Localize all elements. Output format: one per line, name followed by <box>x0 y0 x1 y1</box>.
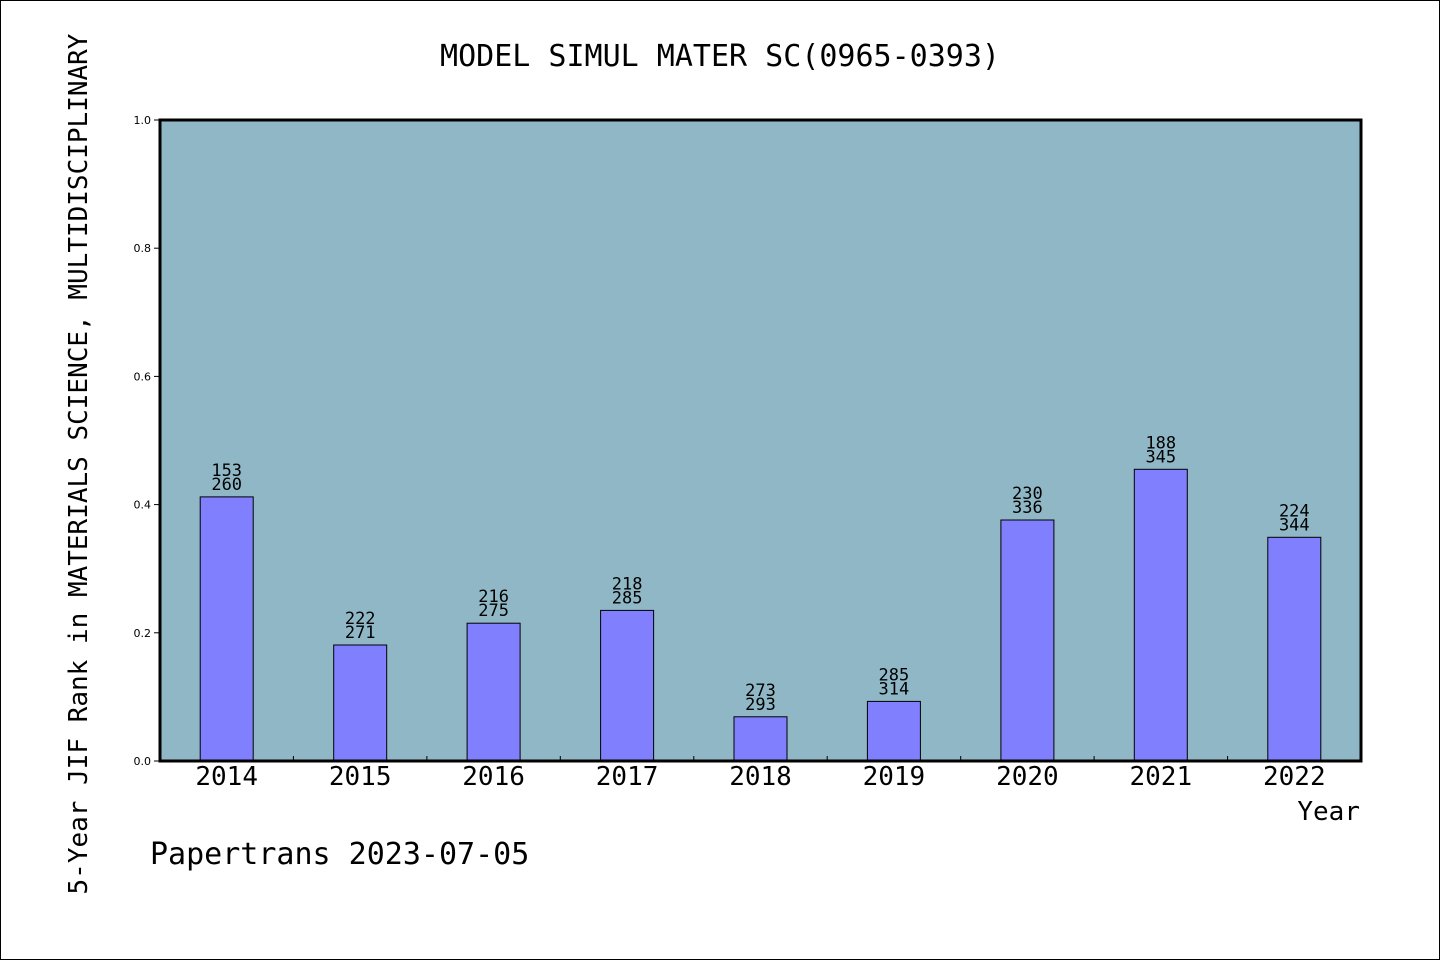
y-tick-label: 0.4 <box>134 499 152 512</box>
bar-2014 <box>199 496 254 762</box>
x-tick-label-2016: 2016 <box>462 762 525 792</box>
bar-label-2018-2: 293 <box>745 695 776 715</box>
y-tick-label: 0.8 <box>134 242 152 255</box>
x-tick-label-2019: 2019 <box>863 762 926 792</box>
bar-2019 <box>866 700 921 762</box>
x-axis-label: Year <box>1297 797 1360 827</box>
bar-label-2015-2: 271 <box>345 623 376 643</box>
bar-2021 <box>1133 468 1188 762</box>
bar-label-2016-1: 216 <box>478 587 509 607</box>
x-tick-label-2021: 2021 <box>1129 762 1192 792</box>
bar-2018 <box>733 716 788 762</box>
bar-label-2015-1: 222 <box>345 609 376 629</box>
x-tick-label-2014: 2014 <box>195 762 258 792</box>
y-axis-label: 5-Year JIF Rank in MATERIALS SCIENCE, MU… <box>64 33 94 894</box>
y-tick-label: 0.2 <box>134 627 152 640</box>
bar-label-2021-2: 345 <box>1145 447 1176 467</box>
x-tick-label-2018: 2018 <box>729 762 792 792</box>
bar-2020 <box>1000 519 1055 762</box>
bar-label-2018-1: 273 <box>745 681 776 701</box>
chart-title: MODEL SIMUL MATER SC(0965-0393) <box>440 39 1000 74</box>
y-tick-label: 0.0 <box>134 755 152 768</box>
bar-labels-layer: 1532602222712162752182852732932853142303… <box>211 433 1309 715</box>
bar-label-2020-1: 230 <box>1012 484 1043 504</box>
bar-label-2019-1: 285 <box>879 665 910 685</box>
bar-2022 <box>1267 536 1322 762</box>
plot-border <box>158 118 1363 763</box>
bars-layer <box>199 468 1322 762</box>
bar-2017 <box>600 609 655 762</box>
bar-2016 <box>466 622 521 762</box>
bar-label-2021-1: 188 <box>1145 433 1176 453</box>
x-tick-label-2015: 2015 <box>329 762 392 792</box>
bar-label-2022-2: 344 <box>1279 515 1310 535</box>
x-tick-label-2022: 2022 <box>1263 762 1326 792</box>
bar-2015 <box>333 644 388 762</box>
bar-label-2022-1: 224 <box>1279 501 1310 521</box>
bar-label-2020-2: 336 <box>1012 498 1043 518</box>
bar-label-2017-2: 285 <box>612 588 643 608</box>
y-tick-label: 0.6 <box>134 370 152 383</box>
bar-label-2017-1: 218 <box>612 574 643 594</box>
footer-credit: Papertrans 2023-07-05 <box>150 837 529 872</box>
bar-label-2014-1: 153 <box>211 461 242 481</box>
bar-label-2016-2: 275 <box>478 601 509 621</box>
ticks-layer: 2014 2015 2016 2017 2018 2019 2020 2021 2022 0.0 0… <box>134 114 1326 792</box>
x-tick-label-2017: 2017 <box>596 762 659 792</box>
bar-label-2014-2: 260 <box>211 475 242 495</box>
bar-label-2019-2: 314 <box>879 679 910 699</box>
y-tick-label: 1.0 <box>134 114 152 127</box>
x-tick-label-2020: 2020 <box>996 762 1059 792</box>
